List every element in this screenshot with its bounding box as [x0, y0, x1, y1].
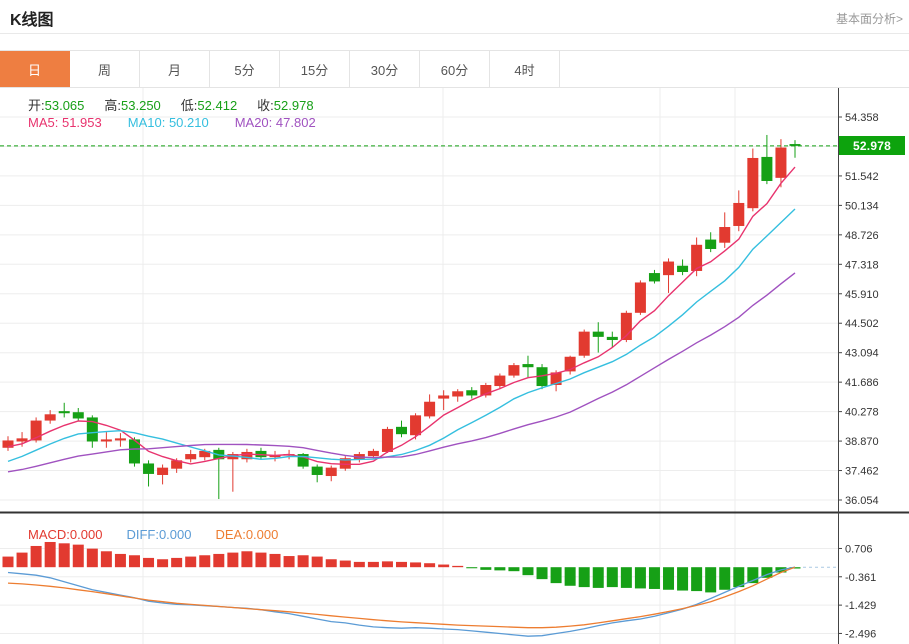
- y-axis-label: 45.910: [845, 289, 879, 301]
- y-axis-label: 40.278: [845, 407, 879, 419]
- current-price-badge: 52.978: [839, 136, 905, 155]
- y-axis-label: 0.706: [845, 543, 873, 555]
- tab-item[interactable]: 月: [140, 51, 210, 87]
- y-axis-label: 36.054: [845, 495, 879, 507]
- y-axis-label: 51.542: [845, 171, 879, 183]
- y-axis-label: 44.502: [845, 318, 879, 330]
- close-value: 52.978: [273, 98, 314, 113]
- low-label: 低:: [180, 98, 198, 113]
- ma10-label: MA10:: [127, 115, 166, 130]
- ma-readout: MA5: 51.953 MA10: 50.210 MA20: 47.802: [28, 115, 342, 130]
- tab-item[interactable]: 15分: [280, 51, 350, 87]
- macd-label: MACD:: [28, 527, 70, 542]
- y-axis-label: 37.462: [845, 466, 879, 478]
- y-axis-label: 50.134: [845, 200, 879, 212]
- ma20-line: [7, 272, 796, 473]
- ma5-line: [7, 166, 796, 465]
- interval-tab-bar: 日周月 5分 15分 30分 60分 4时: [0, 50, 909, 88]
- tab-item[interactable]: 5分: [210, 51, 280, 87]
- ma10-line: [7, 208, 796, 463]
- y-axis-label: 48.726: [845, 230, 879, 242]
- macd-histogram: [2, 541, 801, 593]
- ma20-label: MA20:: [234, 115, 273, 130]
- high-label: 高:: [104, 98, 122, 113]
- tab-item[interactable]: 日: [0, 51, 70, 87]
- y-axis: 54.35852.95051.54250.13448.72647.31845.9…: [0, 88, 909, 644]
- ma5-label: MA5:: [28, 115, 59, 130]
- y-axis-label: 38.870: [845, 436, 879, 448]
- y-axis-label: -0.361: [845, 572, 876, 584]
- ma20-value: 47.802: [275, 115, 316, 130]
- open-label: 开:: [28, 98, 45, 113]
- y-axis-label: 43.094: [845, 348, 879, 360]
- y-axis-label: -2.496: [845, 628, 876, 640]
- y-axis-label: 41.686: [845, 377, 879, 389]
- ohlc-readout: 开:53.065 高:53.250 低:52.412 收:52.978: [28, 95, 334, 114]
- tab-item[interactable]: 30分: [350, 51, 420, 87]
- dea-value: 0.000: [245, 527, 279, 542]
- y-axis-label: -1.429: [845, 600, 876, 612]
- macd-value: 0.000: [69, 527, 103, 542]
- ma10-value: 50.210: [168, 115, 209, 130]
- ma5-value: 51.953: [61, 115, 102, 130]
- y-axis-label: 54.358: [845, 112, 879, 124]
- low-value: 52.412: [197, 98, 238, 113]
- fundamental-analysis-link[interactable]: 基本面分析>: [835, 12, 903, 26]
- tab-item[interactable]: 4时: [490, 51, 560, 87]
- dea-line: [7, 566, 796, 629]
- title-divider: [0, 33, 909, 34]
- high-value: 53.250: [121, 98, 161, 113]
- dea-label: DEA:: [215, 527, 246, 542]
- page-title: K线图: [10, 12, 54, 29]
- open-value: 53.065: [44, 98, 85, 113]
- diff-line: [7, 566, 796, 637]
- diff-value: 0.000: [158, 527, 192, 542]
- tab-item[interactable]: 周: [70, 51, 140, 87]
- diff-label: DIFF:: [126, 527, 159, 542]
- macd-readout: MACD:0.000 DIFF:0.000 DEA:0.000: [28, 527, 302, 542]
- candles: [2, 134, 801, 500]
- close-label: 收:: [257, 98, 274, 113]
- y-axis-label: 47.318: [845, 259, 879, 271]
- tab-item[interactable]: 60分: [420, 51, 490, 87]
- chart-svg: 54.35852.95051.54250.13448.72647.31845.9…: [0, 88, 909, 644]
